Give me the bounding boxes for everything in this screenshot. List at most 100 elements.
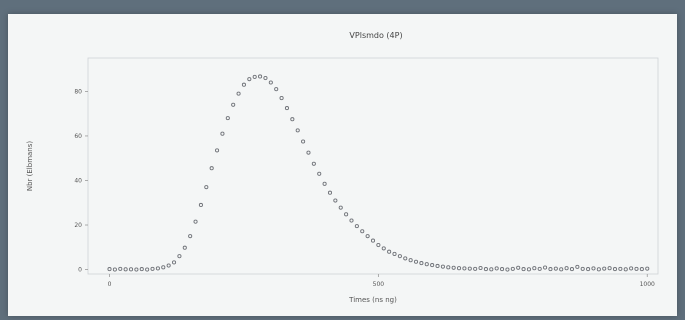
data-point	[161, 265, 166, 270]
data-point	[413, 259, 419, 264]
data-point	[494, 266, 499, 271]
data-point	[543, 265, 548, 270]
data-point	[586, 267, 591, 272]
data-point	[537, 266, 542, 271]
x-axis-ticks: 0 500 1000	[108, 274, 655, 288]
data-point	[247, 77, 252, 82]
data-point	[333, 198, 338, 203]
data-point	[279, 96, 284, 101]
data-point	[204, 185, 209, 190]
data-point	[327, 190, 333, 195]
data-point	[134, 267, 139, 272]
data-point	[139, 267, 144, 272]
data-point	[215, 148, 220, 153]
y-axis-ticks: 0 20 40 60 80	[74, 88, 88, 274]
data-point	[118, 266, 123, 271]
data-point	[370, 238, 376, 243]
data-point	[381, 246, 386, 251]
data-point	[193, 219, 198, 224]
y-axis-label: Nbr (Elbmans)	[26, 141, 34, 192]
data-point	[510, 266, 515, 271]
data-point	[612, 267, 618, 272]
data-point	[268, 80, 273, 85]
chart-panel: VPlsmdo (4P) 0 500 1000 0 20 40 60 80 Times (n…	[8, 14, 677, 316]
data-point	[629, 266, 634, 271]
data-point	[112, 267, 117, 272]
data-point	[446, 265, 451, 270]
scatter-chart: VPlsmdo (4P) 0 500 1000 0 20 40 60 80 Times (n…	[26, 31, 659, 304]
data-point	[580, 266, 585, 271]
data-point	[505, 267, 510, 272]
data-point	[263, 75, 268, 81]
data-point	[376, 243, 381, 248]
data-point	[424, 262, 429, 267]
data-point	[182, 245, 187, 250]
data-point	[155, 266, 160, 271]
data-point	[107, 267, 112, 272]
data-point	[123, 267, 128, 272]
data-point	[618, 266, 623, 271]
data-point	[258, 74, 263, 79]
data-point	[591, 266, 596, 271]
data-point	[306, 150, 311, 155]
data-point	[290, 117, 295, 122]
x-tick-label: 500	[373, 281, 385, 288]
data-point	[198, 202, 203, 208]
data-point	[451, 265, 456, 270]
data-point	[166, 263, 171, 268]
data-point	[188, 234, 193, 239]
y-tick-label: 60	[74, 133, 82, 140]
y-tick-label: 0	[78, 267, 82, 274]
data-point	[349, 218, 354, 223]
data-point	[241, 82, 246, 87]
data-point	[209, 166, 214, 171]
data-point	[467, 266, 472, 271]
data-point	[521, 267, 526, 272]
data-point	[301, 139, 306, 144]
data-point	[564, 266, 569, 271]
data-point	[478, 265, 483, 271]
data-point	[483, 267, 488, 272]
data-point	[177, 254, 182, 259]
data-point	[128, 267, 134, 272]
data-points	[107, 74, 650, 272]
data-point	[344, 212, 349, 217]
data-point	[220, 131, 225, 136]
data-point	[274, 87, 279, 92]
data-point	[500, 267, 505, 272]
data-point	[284, 106, 290, 111]
data-point	[645, 266, 650, 271]
y-tick-label: 40	[74, 177, 82, 184]
x-axis-label: Times (ns ng)	[348, 296, 397, 304]
data-point	[322, 181, 327, 186]
data-point	[569, 267, 575, 272]
data-point	[634, 266, 639, 271]
x-tick-label: 0	[108, 281, 112, 288]
data-point	[419, 261, 424, 266]
y-tick-label: 80	[74, 88, 82, 95]
data-point	[311, 161, 316, 166]
data-point	[639, 267, 644, 272]
x-tick-label: 1000	[640, 281, 655, 288]
data-point	[607, 266, 612, 271]
data-point	[473, 266, 478, 271]
data-point	[360, 229, 365, 234]
data-point	[559, 267, 564, 272]
data-point	[403, 256, 408, 261]
data-point	[435, 263, 440, 269]
data-point	[408, 258, 413, 263]
data-point	[338, 205, 343, 210]
data-point	[392, 251, 397, 257]
data-point	[553, 266, 558, 271]
data-point	[575, 264, 580, 269]
data-point	[365, 234, 370, 239]
data-point	[252, 74, 257, 79]
data-point	[602, 266, 607, 271]
data-point	[430, 263, 435, 268]
data-point	[516, 265, 521, 270]
data-point	[623, 267, 628, 272]
data-point	[532, 266, 537, 271]
data-point	[171, 260, 177, 265]
data-point	[231, 102, 236, 107]
data-point	[354, 224, 359, 229]
